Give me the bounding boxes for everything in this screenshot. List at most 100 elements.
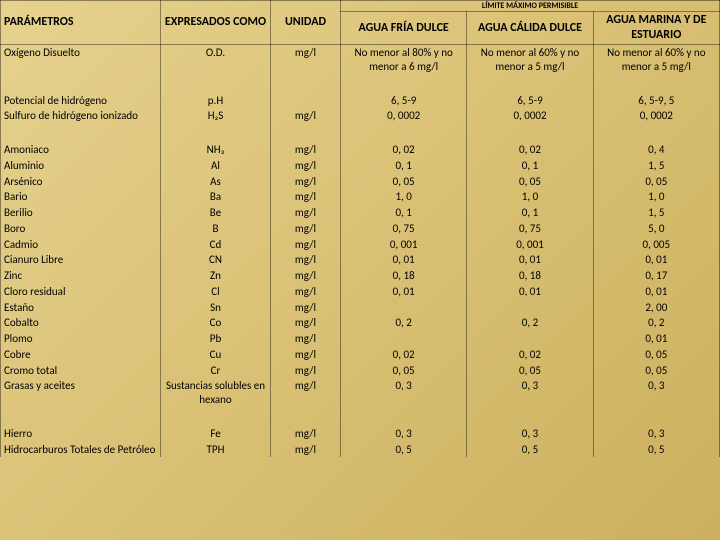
param-cell: Aluminio	[1, 158, 161, 174]
param-cell: Cobalto	[1, 315, 161, 331]
fria-cell: 0, 001	[341, 237, 467, 253]
unit-cell: mg/l	[271, 442, 341, 458]
unit-cell: mg/l	[271, 189, 341, 205]
param-cell: Grasas y aceites	[1, 378, 161, 408]
calida-cell: 1, 0	[467, 189, 593, 205]
fria-cell: 0, 05	[341, 363, 467, 379]
fria-cell	[341, 331, 467, 347]
marina-cell: 1, 5	[593, 205, 719, 221]
marina-cell: 0, 2	[593, 315, 719, 331]
param-cell: Hierro	[1, 426, 161, 442]
calida-cell: 0, 2	[467, 315, 593, 331]
expr-cell: Fe	[161, 426, 271, 442]
param-cell: Boro	[1, 221, 161, 237]
expr-cell: Sn	[161, 300, 271, 316]
calida-cell: 0, 3	[467, 378, 593, 408]
unit-cell: mg/l	[271, 158, 341, 174]
header-marina: AGUA MARINA Y DE ESTUARIO	[593, 12, 719, 45]
param-cell: Cromo total	[1, 363, 161, 379]
expr-cell: O.D.	[161, 45, 271, 75]
fria-cell: 0, 02	[341, 142, 467, 158]
calida-cell	[467, 331, 593, 347]
header-limite: LÍMITE MÁXIMO PERMISIBLE	[341, 1, 720, 12]
expr-cell: Sustancias solubles en hexano	[161, 378, 271, 408]
table-body: Oxígeno DisueltoO.D.mg/lNo menor al 80% …	[1, 45, 720, 458]
fria-cell: 0, 01	[341, 252, 467, 268]
fria-cell: 0, 01	[341, 284, 467, 300]
param-cell: Potencial de hidrógeno	[1, 93, 161, 109]
fria-cell: 0, 2	[341, 315, 467, 331]
param-cell: Cadmio	[1, 237, 161, 253]
calida-cell: 0, 01	[467, 252, 593, 268]
expr-cell: Pb	[161, 331, 271, 347]
expr-cell: Cd	[161, 237, 271, 253]
header-calida: AGUA CÁLIDA DULCE	[467, 12, 593, 45]
param-cell: Oxígeno Disuelto	[1, 45, 161, 75]
marina-cell: No menor al 60% y no menor a 5 mg/l	[593, 45, 719, 75]
unit-cell	[271, 93, 341, 109]
expr-cell: Be	[161, 205, 271, 221]
table-row: BoroBmg/l0, 750, 755, 0	[1, 221, 720, 237]
marina-cell: 1, 5	[593, 158, 719, 174]
fria-cell: 6, 5-9	[341, 93, 467, 109]
marina-cell: 0, 005	[593, 237, 719, 253]
table-row: ArsénicoAsmg/l0, 050, 050, 05	[1, 174, 720, 190]
table-row: Cromo totalCrmg/l0, 050, 050, 05	[1, 363, 720, 379]
table-row: BerilioBemg/l0, 10, 11, 5	[1, 205, 720, 221]
calida-cell: 0, 5	[467, 442, 593, 458]
expr-cell: Co	[161, 315, 271, 331]
table-row: CadmioCdmg/l0, 0010, 0010, 005	[1, 237, 720, 253]
calida-cell: 0, 05	[467, 174, 593, 190]
expr-cell: CN	[161, 252, 271, 268]
calida-cell: 0, 18	[467, 268, 593, 284]
calida-cell: 0, 3	[467, 426, 593, 442]
fria-cell: 0, 05	[341, 174, 467, 190]
unit-cell: mg/l	[271, 221, 341, 237]
marina-cell: 0, 05	[593, 174, 719, 190]
table-row: Grasas y aceitesSustancias solubles en h…	[1, 378, 720, 408]
expr-cell: Cl	[161, 284, 271, 300]
unit-cell: mg/l	[271, 363, 341, 379]
expr-cell: Al	[161, 158, 271, 174]
param-cell: Estaño	[1, 300, 161, 316]
marina-cell: 0, 05	[593, 347, 719, 363]
marina-cell: 5, 0	[593, 221, 719, 237]
fria-cell: 0, 3	[341, 378, 467, 408]
marina-cell: 6, 5-9, 5	[593, 93, 719, 109]
fria-cell: 0, 75	[341, 221, 467, 237]
table-row: Sulfuro de hidrógeno ionizadoH₂Smg/l0, 0…	[1, 108, 720, 124]
expr-cell: H₂S	[161, 108, 271, 124]
marina-cell: 0, 05	[593, 363, 719, 379]
expr-cell: Zn	[161, 268, 271, 284]
calida-cell: 0, 02	[467, 347, 593, 363]
unit-cell: mg/l	[271, 142, 341, 158]
table-row: Oxígeno DisueltoO.D.mg/lNo menor al 80% …	[1, 45, 720, 75]
gap-row	[1, 75, 720, 93]
table-row: EstañoSnmg/l2, 00	[1, 300, 720, 316]
table-row: ZincZnmg/l0, 180, 180, 17	[1, 268, 720, 284]
param-cell: Cloro residual	[1, 284, 161, 300]
calida-cell	[467, 300, 593, 316]
unit-cell: mg/l	[271, 426, 341, 442]
marina-cell: 0, 5	[593, 442, 719, 458]
calida-cell: 0, 02	[467, 142, 593, 158]
marina-cell: 0, 01	[593, 331, 719, 347]
expr-cell: Cr	[161, 363, 271, 379]
param-cell: Amoniaco	[1, 142, 161, 158]
unit-cell: mg/l	[271, 108, 341, 124]
unit-cell: mg/l	[271, 347, 341, 363]
calida-cell: 0, 1	[467, 205, 593, 221]
unit-cell: mg/l	[271, 45, 341, 75]
marina-cell: 0, 01	[593, 252, 719, 268]
table-row: PlomoPbmg/l0, 01	[1, 331, 720, 347]
table-row: Cloro residualClmg/l0, 010, 010, 01	[1, 284, 720, 300]
calida-cell: 0, 0002	[467, 108, 593, 124]
header-parametros: PARÁMETROS	[1, 1, 161, 45]
unit-cell: mg/l	[271, 300, 341, 316]
param-cell: Berilio	[1, 205, 161, 221]
gap-row	[1, 408, 720, 426]
param-cell: Cobre	[1, 347, 161, 363]
param-cell: Zinc	[1, 268, 161, 284]
table-row: AmoniacoNH₃mg/l0, 020, 020, 4	[1, 142, 720, 158]
expr-cell: NH₃	[161, 142, 271, 158]
